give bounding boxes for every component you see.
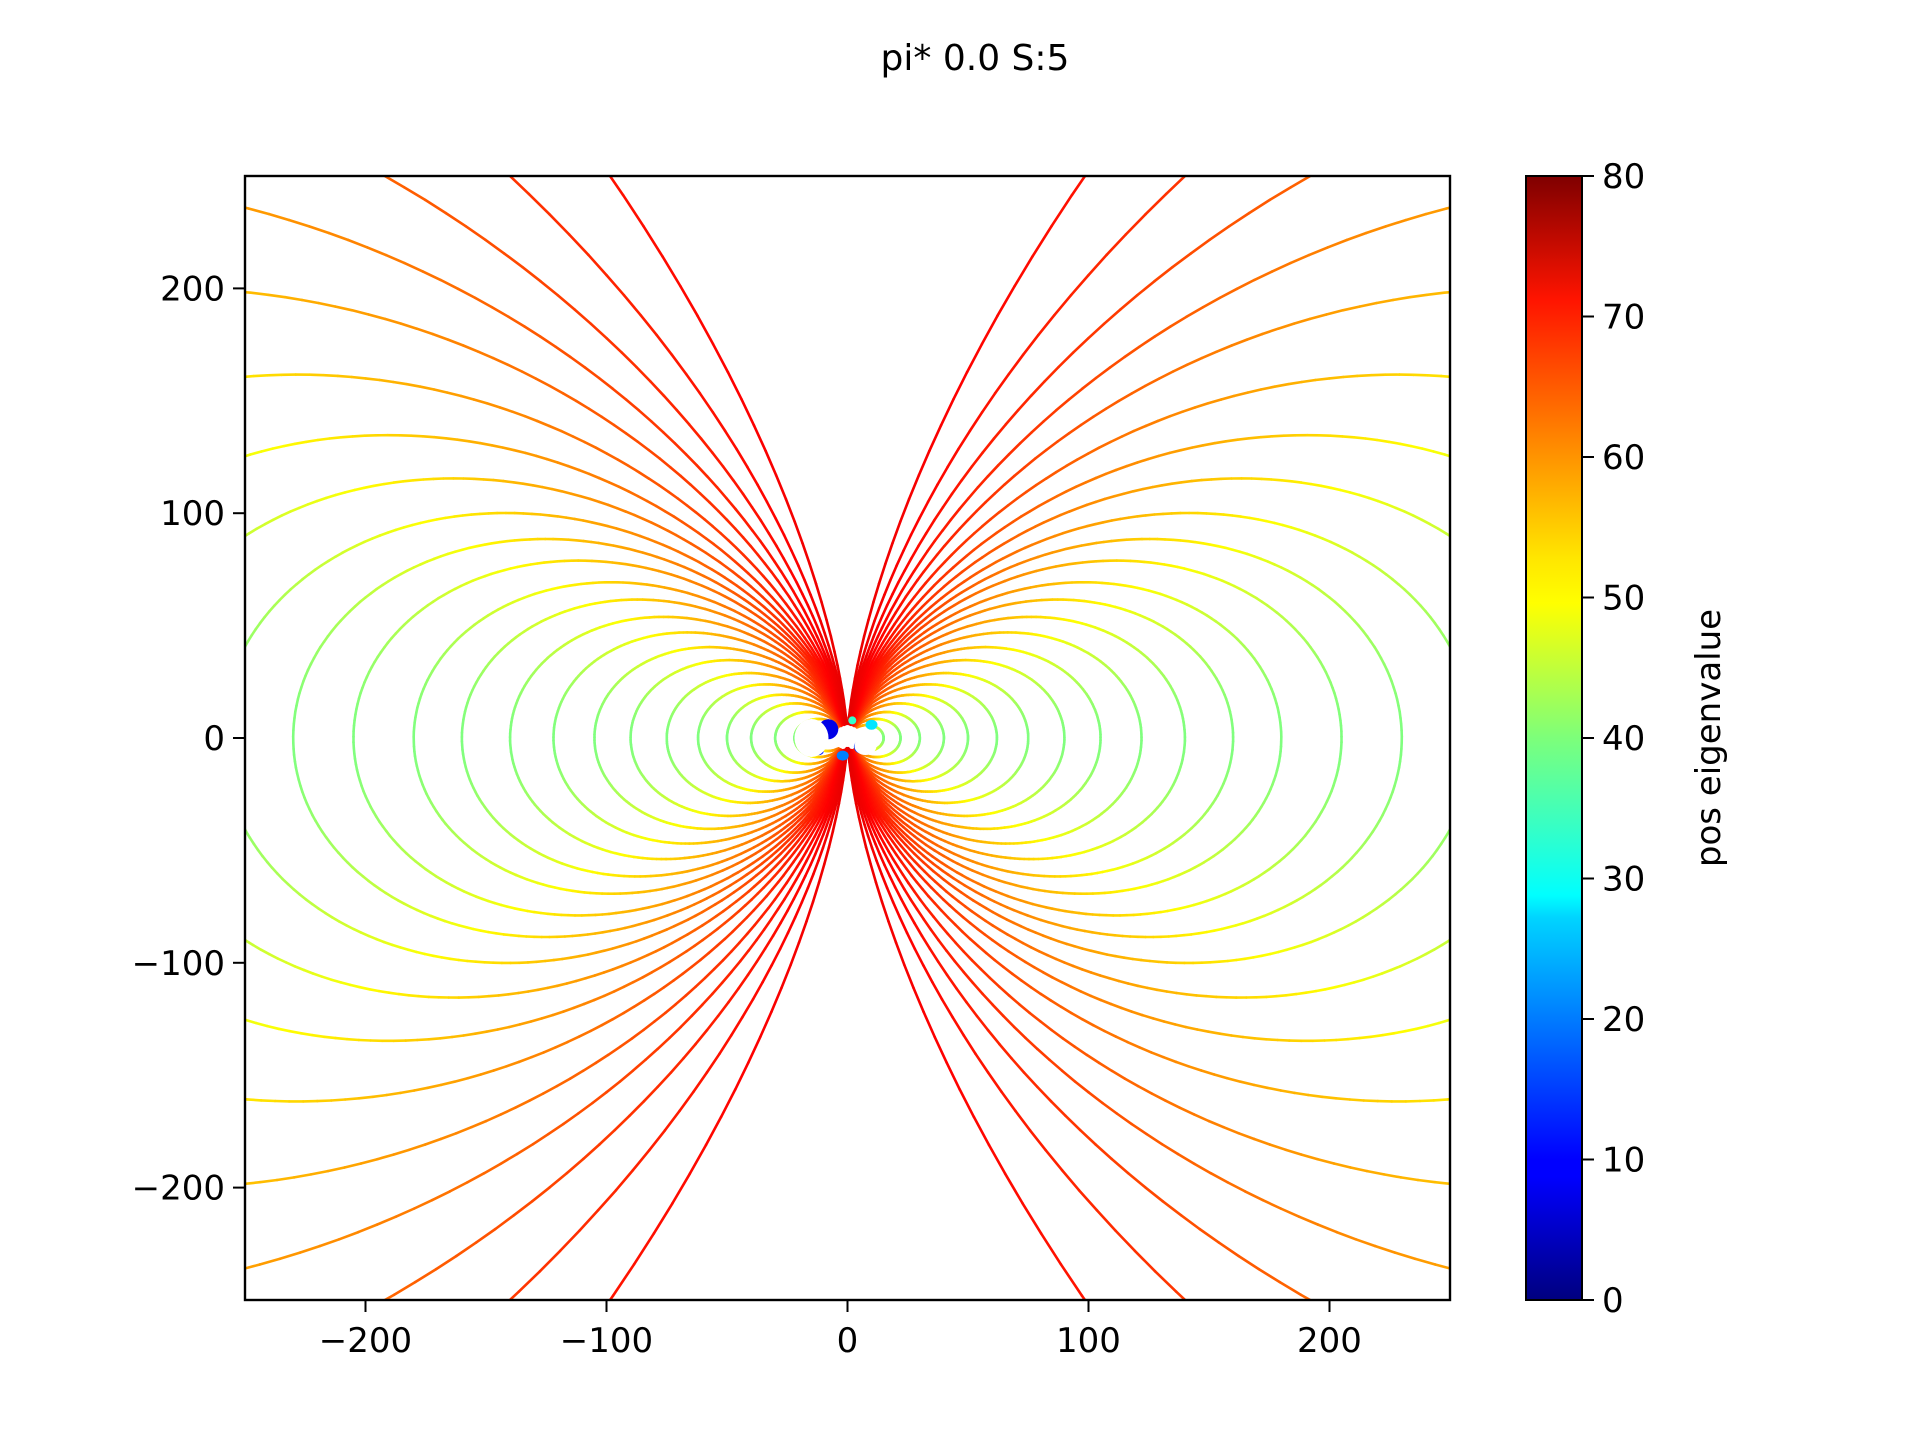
chart-title: pi* 0.0 S:5	[881, 38, 1070, 79]
streamlines	[112, 33, 1582, 1412]
